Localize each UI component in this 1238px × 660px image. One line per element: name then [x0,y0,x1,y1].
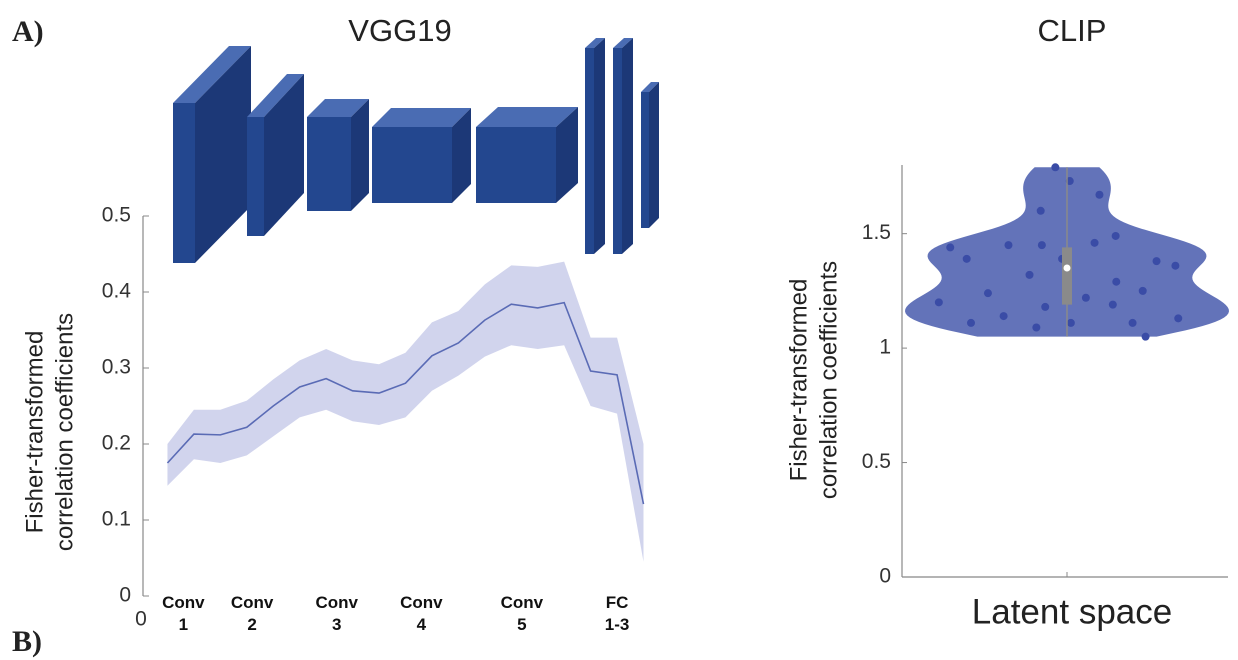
data-point [1000,312,1008,320]
box-front [307,117,351,211]
x-tick-label: Conv 2 [212,592,292,636]
box-front [173,103,195,263]
data-point [1142,333,1150,341]
y-axis-label: correlation coefficients [51,313,78,551]
y-tick-label: 0.5 [862,450,891,473]
data-point [1026,271,1034,279]
y-axis-label: correlation coefficients [815,261,842,499]
x-tick-label: Conv 4 [381,592,461,636]
data-point [1129,319,1137,327]
y-tick-label: 0 [879,565,891,588]
y-tick-label tick: 0 [119,584,131,607]
y-tick-label tick: 0.5 [102,204,131,227]
data-point [1091,239,1099,247]
box-side [351,99,369,211]
data-point [1112,278,1120,286]
x-tick-label: FC 1-3 [577,592,657,636]
data-point [1041,303,1049,311]
network-diagram [173,38,659,263]
iqr-box [1062,247,1072,304]
data-point [1095,191,1103,199]
data-point [1171,262,1179,270]
median [1064,265,1071,272]
y-tick-label tick: 0.1 [102,508,131,531]
box-front [372,127,452,203]
data-point [1109,301,1117,309]
data-point [1082,294,1090,302]
box-front [476,127,556,203]
data-point [963,255,971,263]
y-tick-label tick: 0.3 [102,356,131,379]
data-point [1174,314,1182,322]
box-front [585,48,594,254]
box-front [247,117,264,236]
x-axis-label: Latent space [972,592,1172,631]
y-tick-label: 1.5 [862,221,891,244]
data-point [1112,232,1120,240]
data-point [1038,241,1046,249]
data-point [967,319,975,327]
data-point [1139,287,1147,295]
panel-label: B) [12,625,42,658]
data-point [1051,163,1059,171]
data-point [1037,207,1045,215]
data-point [935,298,943,306]
y-tick-label tick: 0.2 [102,432,131,455]
chart-title: CLIP [1038,13,1107,48]
box-side [594,38,605,254]
data-point [1004,241,1012,249]
data-point [946,243,954,251]
y-tick-label tick: 0.4 [102,280,132,303]
y-axis-label: Fisher-transformed [785,279,812,482]
data-point [1153,257,1161,265]
data-point [1067,319,1075,327]
x-tick-label: Conv 5 [482,592,562,636]
box-front [613,48,622,254]
box-side [649,82,659,228]
figure-svg: A) B) VGG19 CLIP 0 0.1 0.2 0.3 0.4 0.5 0 Fisher… [0,0,1238,660]
chart-title: VGG19 [348,13,451,48]
data-point [984,289,992,297]
box-side [622,38,633,254]
box-front [641,92,649,228]
y-axis-label: Fisher-transformed [21,331,48,534]
panel-label: A) [12,15,44,48]
x-tick-label: Conv 3 [297,592,377,636]
figure: A) B) VGG19 CLIP 0 0.1 0.2 0.3 0.4 0.5 0 Fisher… [0,0,1238,660]
data-point [1032,324,1040,332]
y-tick-label: 1 [879,336,891,359]
confidence-band [167,262,643,562]
